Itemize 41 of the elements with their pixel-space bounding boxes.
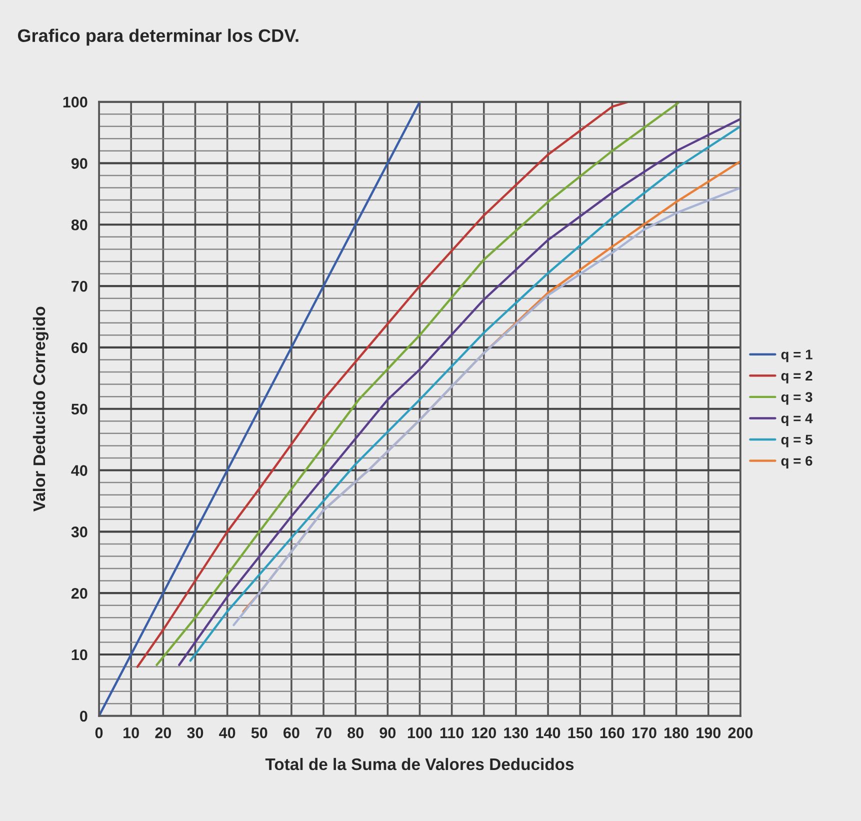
legend-label: q = 1 [781, 350, 812, 362]
x-tick-label: 60 [284, 727, 300, 738]
legend-label: q = 5 [781, 434, 812, 448]
x-tick-label: 110 [440, 727, 464, 738]
x-tick-label: 40 [219, 727, 236, 738]
x-tick-label: 180 [664, 727, 688, 738]
x-tick-label: 160 [600, 727, 624, 738]
legend-label: q = 3 [781, 392, 812, 405]
y-tick-label: 50 [71, 404, 88, 415]
x-tick-label: 20 [155, 727, 172, 738]
x-tick-label: 90 [380, 727, 396, 738]
y-tick-label: 80 [71, 219, 88, 230]
x-tick-label: 200 [728, 727, 753, 738]
x-tick-label: 190 [696, 727, 721, 738]
legend-label: q = 6 [781, 456, 812, 469]
y-tick-label: 10 [72, 649, 88, 660]
y-tick-label: 90 [71, 158, 88, 169]
x-tick-label: 100 [408, 727, 432, 738]
y-tick-label: 60 [71, 342, 88, 354]
legend-label: q = 4 [781, 414, 813, 426]
x-tick-label: 80 [348, 727, 364, 738]
x-tick-label: 30 [187, 727, 204, 738]
x-tick-label: 150 [568, 727, 592, 738]
y-tick-label: 30 [71, 526, 88, 538]
x-tick-label: 120 [472, 727, 496, 738]
x-tick-label: 50 [251, 727, 268, 738]
y-tick-label: 70 [72, 280, 88, 292]
legend-label: q = 2 [781, 370, 812, 384]
x-tick-label: 140 [536, 727, 560, 738]
x-tick-label: 70 [316, 727, 332, 738]
y-tick-label: 100 [63, 96, 88, 108]
x-tick-label: 130 [504, 727, 528, 738]
x-tick-label: 10 [124, 727, 139, 738]
y-tick-label: 40 [71, 465, 88, 476]
x-axis-title: Total de la Suma de Valores Deducidos [265, 758, 574, 770]
x-tick-label: 0 [95, 727, 103, 738]
chart-title: Grafico para determinar los CDV. [18, 28, 298, 46]
y-tick-label: 20 [71, 588, 88, 599]
y-tick-label: 0 [80, 710, 88, 722]
y-axis-title: Valor Deducido Corregido [32, 306, 49, 512]
x-tick-label: 170 [632, 727, 656, 738]
